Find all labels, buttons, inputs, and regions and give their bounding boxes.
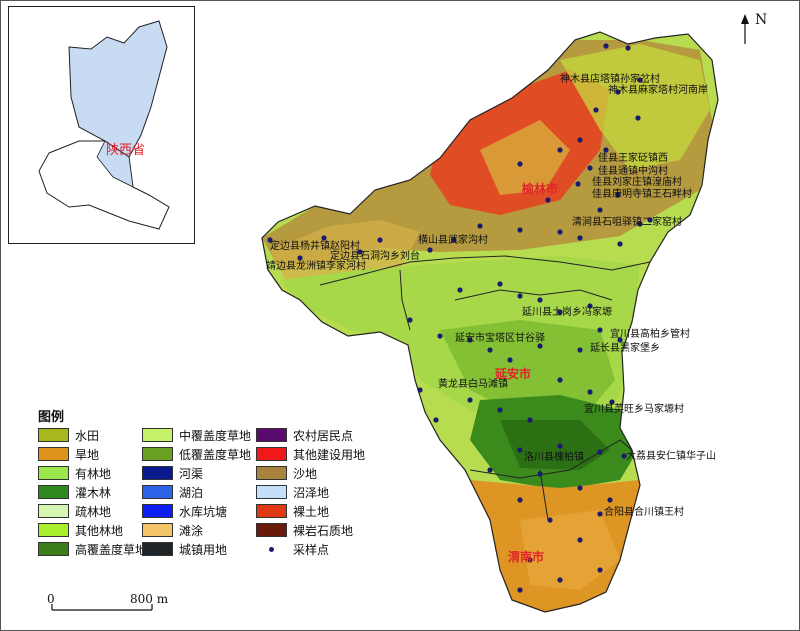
place-label: 神木县店塔镇孙家岔村 bbox=[560, 74, 660, 85]
legend-item: 有林地 bbox=[38, 466, 112, 481]
north-arrow-head bbox=[741, 14, 749, 24]
legend-label: 疏林地 bbox=[75, 504, 112, 519]
legend-item: 高覆盖度草地 bbox=[38, 542, 148, 557]
scale-end-label: 800 m bbox=[130, 592, 169, 606]
place-label: 延长县黑家堡乡 bbox=[590, 343, 660, 354]
place-label: 延安市宝塔区甘谷驿 bbox=[455, 333, 545, 344]
place-label: 宜川县英旺乡马家塬村 bbox=[584, 404, 684, 415]
legend-item: 水田 bbox=[38, 428, 100, 443]
inset-map: 陕西省 bbox=[8, 6, 195, 244]
place-label: 大荔县安仁镇华子山 bbox=[626, 451, 716, 462]
city-label-weinan: 渭南市 bbox=[508, 550, 545, 564]
province-label: 陕西省 bbox=[106, 143, 146, 158]
legend-label: 沙地 bbox=[293, 466, 318, 481]
legend-swatch bbox=[38, 485, 69, 499]
legend-label: 灌木林 bbox=[75, 485, 112, 500]
legend-label: 高覆盖度草地 bbox=[75, 542, 148, 557]
place-label: 清涧县石咀驿镇二家窑村 bbox=[572, 217, 682, 228]
legend-label: 中覆盖度草地 bbox=[179, 428, 252, 443]
legend-swatch bbox=[256, 485, 287, 499]
legend-item: 沙地 bbox=[256, 466, 318, 481]
legend-item: 河渠 bbox=[142, 466, 204, 481]
legend-label: 采样点 bbox=[293, 542, 330, 557]
place-label: 神木县麻家塔村河南岸 bbox=[608, 85, 708, 96]
legend-item: 裸土地 bbox=[256, 504, 330, 519]
legend-label: 城镇用地 bbox=[179, 542, 228, 557]
legend-swatch bbox=[38, 466, 69, 480]
legend-label: 农村居民点 bbox=[293, 428, 354, 443]
legend-label: 裸岩石质地 bbox=[293, 523, 354, 538]
legend-label: 水田 bbox=[75, 428, 100, 443]
legend-swatch bbox=[256, 523, 287, 537]
legend-swatch bbox=[256, 466, 287, 480]
legend-item: 中覆盖度草地 bbox=[142, 428, 252, 443]
legend-label: 裸土地 bbox=[293, 504, 330, 519]
legend-swatch bbox=[38, 504, 69, 518]
city-label-yulin: 榆林市 bbox=[522, 182, 559, 196]
legend-label: 沼泽地 bbox=[293, 485, 330, 500]
legend-label: 其他建设用地 bbox=[293, 447, 366, 462]
city-label-yanan: 延安市 bbox=[495, 367, 532, 381]
legend-swatch bbox=[256, 447, 287, 461]
legend-item: 疏林地 bbox=[38, 504, 112, 519]
place-label: 横山县武家沟村 bbox=[418, 235, 488, 246]
legend-swatch bbox=[142, 428, 173, 442]
legend-item: 采样点 bbox=[256, 542, 330, 557]
place-label: 定边县石洞沟乡刘台 bbox=[330, 251, 420, 262]
legend-label: 河渠 bbox=[179, 466, 204, 481]
legend-swatch bbox=[38, 542, 69, 556]
place-label: 宜川县高柏乡管村 bbox=[610, 329, 690, 340]
legend-swatch bbox=[142, 504, 173, 518]
legend-item: 灌木林 bbox=[38, 485, 112, 500]
legend-item: 旱地 bbox=[38, 447, 100, 462]
place-label: 洛川县槐柏镇 bbox=[524, 452, 584, 463]
legend-swatch bbox=[142, 485, 173, 499]
legend-label: 湖泊 bbox=[179, 485, 204, 500]
legend-item: 水库坑塘 bbox=[142, 504, 228, 519]
legend-label: 有林地 bbox=[75, 466, 112, 481]
place-label: 合阳县合川镇王村 bbox=[604, 507, 684, 518]
legend-item: 其他林地 bbox=[38, 523, 124, 538]
legend-label: 其他林地 bbox=[75, 523, 124, 538]
place-label: 定边县杨井镇赵阳村 bbox=[270, 241, 360, 252]
legend-title: 图例 bbox=[38, 410, 65, 425]
legend-item: 裸岩石质地 bbox=[256, 523, 354, 538]
place-label: 延川县土岗乡冯家塬 bbox=[522, 307, 612, 318]
legend-swatch bbox=[256, 504, 287, 518]
legend-label: 低覆盖度草地 bbox=[179, 447, 252, 462]
legend-swatch bbox=[38, 447, 69, 461]
place-label: 靖边县龙洲镇李家河村 bbox=[266, 261, 366, 272]
place-label: 佳县刘家庄镇湟庙村 bbox=[592, 177, 682, 188]
inset-outline bbox=[38, 20, 170, 230]
sample-point-icon bbox=[256, 542, 287, 556]
legend-swatch bbox=[142, 447, 173, 461]
legend-item: 其他建设用地 bbox=[256, 447, 366, 462]
legend-swatch bbox=[256, 428, 287, 442]
legend-swatch bbox=[142, 466, 173, 480]
place-label: 佳县通镇中沟村 bbox=[598, 166, 668, 177]
legend-item: 低覆盖度草地 bbox=[142, 447, 252, 462]
legend-swatch bbox=[142, 523, 173, 537]
legend-item: 农村居民点 bbox=[256, 428, 354, 443]
place-label: 佳县康明寺镇王石畔村 bbox=[592, 189, 692, 200]
legend-label: 滩涂 bbox=[179, 523, 204, 538]
legend-swatch bbox=[38, 428, 69, 442]
north-label: N bbox=[755, 12, 768, 28]
legend-item: 滩涂 bbox=[142, 523, 204, 538]
legend-label: 水库坑塘 bbox=[179, 504, 228, 519]
place-label: 黄龙县白马滩镇 bbox=[438, 379, 508, 390]
sampling-points bbox=[267, 43, 653, 593]
legend-item: 湖泊 bbox=[142, 485, 204, 500]
legend-item: 沼泽地 bbox=[256, 485, 330, 500]
legend-label: 旱地 bbox=[75, 447, 100, 462]
legend-swatch bbox=[142, 542, 173, 556]
legend-swatch bbox=[38, 523, 69, 537]
legend-item: 城镇用地 bbox=[142, 542, 228, 557]
scale-start-label: 0 bbox=[47, 592, 55, 606]
place-label: 佳县王家砭镇西 bbox=[598, 153, 668, 164]
